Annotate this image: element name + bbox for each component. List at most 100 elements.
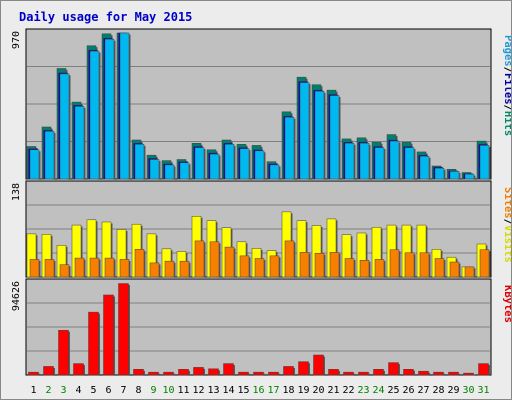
bar-kbytes-day-14 [223,363,234,376]
bar-sites-day-19 [299,252,310,278]
day-label-18: 18 [282,385,294,396]
bar-sites-day-12 [194,240,205,278]
day-label-26: 26 [402,385,414,396]
bar-kbytes-day-22 [343,371,354,376]
day-label-2: 2 [45,385,51,396]
day-label-10: 10 [162,385,174,396]
bar-pages-day-16 [254,150,265,180]
axis-max-label: 94626 [11,281,22,311]
bar-sites-day-18 [284,240,295,278]
day-label-6: 6 [105,385,111,396]
day-label-5: 5 [90,385,96,396]
day-label-13: 13 [207,385,219,396]
bar-sites-day-16 [254,258,265,278]
bar-sites-day-23 [359,260,370,278]
day-label-14: 14 [222,385,234,396]
bar-pages-day-24 [374,147,385,180]
day-label-21: 21 [327,385,339,396]
bar-sites-day-11 [179,260,190,278]
bar-pages-day-14 [224,144,235,180]
day-label-4: 4 [75,385,81,396]
legend-item: KBytes [502,285,511,323]
bar-pages-day-10 [164,164,175,180]
day-label-15: 15 [237,385,249,396]
day-label-11: 11 [177,385,189,396]
bar-kbytes-day-8 [133,369,144,376]
bar-pages-day-21 [329,95,340,180]
bar-sites-day-6 [104,257,115,278]
bar-sites-day-3 [59,264,70,278]
bar-sites-day-15 [239,255,250,278]
bar-kbytes-day-11 [178,369,189,376]
bar-kbytes-day-25 [388,362,399,376]
bar-kbytes-day-21 [328,369,339,376]
bar-kbytes-day-15 [238,371,249,376]
bar-sites-day-5 [89,257,100,278]
day-label-20: 20 [312,385,324,396]
legend-item: / [502,219,511,225]
day-label-9: 9 [150,385,156,396]
legend-item: Visits [502,225,511,263]
bar-pages-day-19 [299,82,310,180]
bar-kbytes-day-3 [58,329,69,376]
legend: Pages/Files/Hits [502,35,511,136]
day-label-3: 3 [60,385,66,396]
bar-kbytes-day-26 [403,369,414,376]
bar-sites-day-30 [464,266,475,278]
day-label-19: 19 [297,385,309,396]
bar-sites-day-22 [344,258,355,278]
bar-pages-day-3 [59,73,70,180]
day-label-30: 30 [462,385,474,396]
bar-pages-day-2 [44,131,55,180]
bar-sites-day-21 [329,252,340,278]
bar-kbytes-day-5 [88,311,99,376]
panel-0: 970 Pages/Files/Hits [11,28,511,180]
bar-pages-day-31 [479,145,490,180]
bar-sites-day-2 [44,259,55,278]
day-label-1: 1 [30,385,36,396]
bar-pages-day-26 [404,147,415,180]
axis-max-label: 138 [11,183,22,201]
bar-pages-day-23 [359,142,370,180]
bar-pages-day-15 [239,148,250,180]
bar-pages-day-28 [434,167,445,180]
legend: KBytes [502,285,511,323]
bar-sites-day-8 [134,249,145,278]
bar-sites-day-25 [389,249,400,278]
bar-kbytes-day-17 [268,371,279,376]
chart-title: Daily usage for May 2015 [19,10,192,24]
bar-sites-day-14 [224,246,235,278]
bar-kbytes-day-24 [373,369,384,376]
axis-max-label: 970 [11,31,22,49]
bar-kbytes-day-6 [103,294,114,376]
bar-kbytes-day-2 [43,366,54,376]
legend-item: Pages [502,35,511,67]
day-label-22: 22 [342,385,354,396]
bar-pages-day-22 [344,142,355,180]
bar-kbytes-day-23 [358,371,369,376]
bar-kbytes-day-4 [73,363,84,376]
panel-2: 94626 KBytes [11,278,511,376]
bar-sites-day-7 [119,259,130,278]
bar-kbytes-day-29 [448,371,459,376]
bar-pages-day-18 [284,116,295,180]
bar-sites-day-24 [374,259,385,278]
bar-kbytes-day-20 [313,354,324,376]
bar-pages-day-5 [89,50,100,180]
legend-item: / [502,105,511,111]
bar-kbytes-day-30 [463,372,474,376]
bar-sites-day-4 [74,257,85,278]
bar-kbytes-day-16 [253,371,264,376]
legend-item: / [502,67,511,73]
bar-kbytes-day-19 [298,361,309,376]
day-label-28: 28 [432,385,444,396]
day-label-23: 23 [357,385,369,396]
bar-pages-day-29 [449,171,460,180]
bar-pages-day-30 [464,173,475,180]
day-label-29: 29 [447,385,459,396]
bar-sites-day-13 [209,241,220,278]
bar-pages-day-17 [269,164,280,180]
bar-kbytes-day-28 [433,371,444,376]
